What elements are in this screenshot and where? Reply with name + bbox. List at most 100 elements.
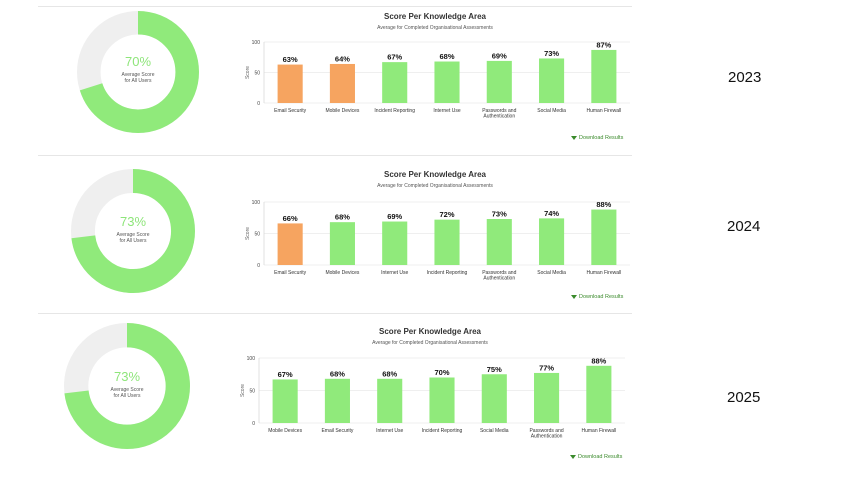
x-tick-label: Social Media <box>537 108 566 114</box>
bar-value-label: 69% <box>492 51 507 60</box>
x-tick-label: Mobile Devices <box>268 428 302 434</box>
bar <box>591 209 617 265</box>
year-label: 2024 <box>727 218 761 235</box>
donut-ring <box>63 322 191 450</box>
download-results-link[interactable]: Download Results <box>571 135 623 141</box>
x-tick-label: Human Firewall <box>586 270 621 276</box>
x-tick-label: Authentication <box>483 276 515 282</box>
x-tick-label: Email Security <box>274 108 306 114</box>
y-axis-label: Score <box>245 227 251 240</box>
x-tick-label: Incident Reporting <box>374 108 415 114</box>
x-tick-label: Passwords and <box>529 428 563 434</box>
y-tick-label: 100 <box>247 356 256 362</box>
x-tick-label: Internet Use <box>433 108 460 114</box>
bar-value-label: 68% <box>439 52 454 61</box>
average-score-label: Average Score for All Users <box>63 387 191 399</box>
bar-value-label: 74% <box>544 209 559 218</box>
bar-value-label: 88% <box>596 200 611 209</box>
row-separator-1 <box>38 155 632 156</box>
bar-chart: Score 0 50 100 67% Mobile Devices 68% Email Sec… <box>240 356 625 440</box>
x-tick-label: Email Security <box>274 270 306 276</box>
bar-value-label: 64% <box>335 54 350 63</box>
average-score-label-line2: for All Users <box>124 78 152 84</box>
download-results-label: Download Results <box>579 135 624 141</box>
x-tick-label: Human Firewall <box>581 428 616 434</box>
bar <box>591 49 617 103</box>
y-tick-label: 50 <box>254 231 260 237</box>
download-icon <box>570 454 576 459</box>
download-results-label: Download Results <box>578 454 623 460</box>
bar-value-label: 67% <box>278 370 293 379</box>
x-tick-label: Social Media <box>480 428 509 434</box>
chart-subtitle: Average for Completed Organisational Ass… <box>377 183 493 189</box>
chart-title: Score Per Knowledge Area <box>379 327 481 336</box>
y-tick-label: 100 <box>252 200 261 206</box>
bar-value-label: 66% <box>283 214 298 223</box>
x-tick-label: Incident Reporting <box>427 270 468 276</box>
download-icon <box>571 135 577 140</box>
average-score-label-line1: Average Score <box>116 232 150 238</box>
download-icon <box>571 294 577 299</box>
y-tick-label: 0 <box>257 101 260 107</box>
bar <box>434 219 460 265</box>
chart-title: Score Per Knowledge Area <box>384 170 486 179</box>
x-tick-label: Human Firewall <box>586 108 621 114</box>
bar <box>534 372 560 423</box>
bar <box>429 377 455 423</box>
download-results-link[interactable]: Download Results <box>570 454 622 460</box>
bar <box>277 223 303 265</box>
bar <box>272 379 298 423</box>
bar <box>324 378 350 423</box>
x-tick-label: Passwords and <box>482 270 516 276</box>
bar <box>329 63 355 103</box>
donut-ring <box>76 10 200 134</box>
chart-subtitle: Average for Completed Organisational Ass… <box>372 340 488 346</box>
average-score-label-line2: for All Users <box>113 393 141 399</box>
bar <box>434 61 460 103</box>
x-tick-label: Mobile Devices <box>325 270 359 276</box>
x-tick-label: Mobile Devices <box>325 108 359 114</box>
y-tick-label: 100 <box>252 40 261 46</box>
panel-2023: 70% Average Score for All Users Score Pe… <box>0 0 859 150</box>
download-results-link[interactable]: Download Results <box>571 294 623 300</box>
year-label: 2023 <box>728 69 762 86</box>
bar-value-label: 68% <box>330 369 345 378</box>
average-score-label: Average Score for All Users <box>70 232 196 244</box>
average-score-donut: 73% Average Score for All Users <box>63 322 191 450</box>
average-score-label-line1: Average Score <box>121 72 155 78</box>
average-score-label-line2: for All Users <box>119 238 147 244</box>
bar <box>539 218 565 265</box>
average-score-value: 73% <box>119 214 147 229</box>
bar <box>382 62 408 103</box>
donut-ring <box>71 169 195 293</box>
row-separator-top <box>38 6 632 7</box>
download-results-label: Download Results <box>579 294 624 300</box>
x-tick-label: Authentication <box>531 434 563 440</box>
x-tick-label: Passwords and <box>482 108 516 114</box>
bar <box>377 378 403 423</box>
x-tick-label: Incident Reporting <box>422 428 463 434</box>
bar-value-label: 68% <box>335 213 350 222</box>
chart-title: Score Per Knowledge Area <box>384 12 486 21</box>
chart-subtitle: Average for Completed Organisational Ass… <box>377 25 493 31</box>
average-score-value: 70% <box>124 54 152 69</box>
bar <box>539 58 565 103</box>
row-separator-2 <box>38 313 632 314</box>
x-tick-label: Social Media <box>537 270 566 276</box>
bar-value-label: 77% <box>539 363 554 372</box>
y-tick-label: 50 <box>254 70 260 76</box>
average-score-value: 73% <box>113 369 141 384</box>
bar-value-label: 63% <box>283 55 298 64</box>
bar-chart: Score 0 50 100 66% Email Security 68% Mobile De… <box>245 200 630 282</box>
bar-chart: Score 0 50 100 63% Email Security 64% Mobile De… <box>245 40 630 120</box>
x-tick-label: Internet Use <box>376 428 403 434</box>
bar <box>586 365 612 423</box>
y-tick-label: 0 <box>257 263 260 269</box>
average-score-label: Average Score for All Users <box>76 72 200 84</box>
bar-value-label: 68% <box>382 369 397 378</box>
y-tick-label: 50 <box>249 388 255 394</box>
panel-2025: 73% Average Score for All Users Score Pe… <box>0 316 859 476</box>
bar <box>382 221 408 265</box>
bar-value-label: 67% <box>387 53 402 62</box>
year-label: 2025 <box>727 389 761 406</box>
